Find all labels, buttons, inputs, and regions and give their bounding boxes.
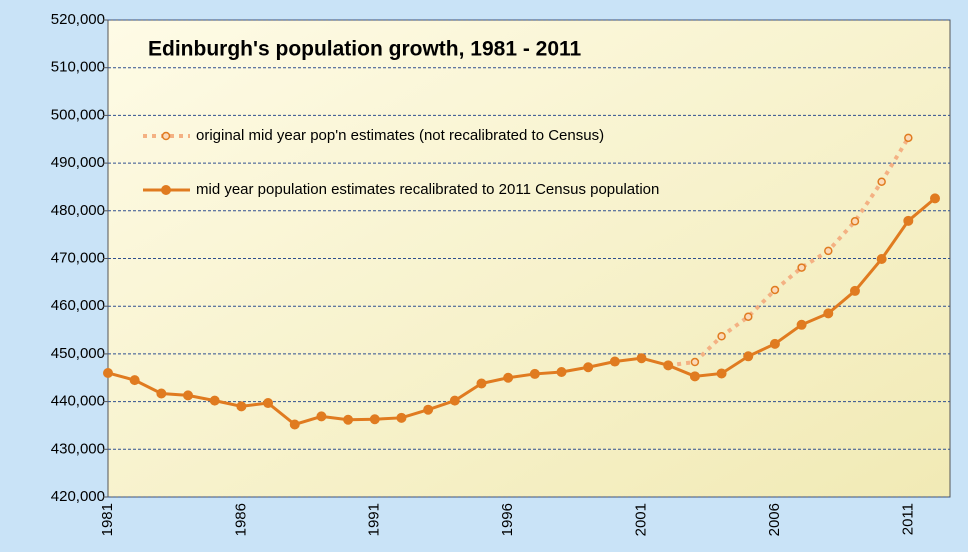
point bbox=[690, 357, 700, 367]
point bbox=[209, 395, 220, 406]
y-tick-label: 490,000 bbox=[51, 154, 105, 171]
point bbox=[503, 372, 514, 383]
point bbox=[583, 362, 594, 373]
legend-label: original mid year pop'n estimates (not r… bbox=[196, 127, 604, 144]
point bbox=[183, 390, 194, 401]
point bbox=[236, 401, 247, 412]
point bbox=[423, 404, 434, 415]
grid bbox=[108, 19, 950, 498]
y-tick-label: 520,000 bbox=[51, 11, 105, 28]
x-tick-label: 1991 bbox=[366, 503, 383, 536]
point bbox=[609, 356, 620, 367]
point bbox=[156, 388, 167, 399]
point bbox=[877, 177, 886, 186]
x-tick-label: 1996 bbox=[499, 503, 516, 536]
point bbox=[636, 353, 647, 364]
point bbox=[449, 395, 460, 406]
x-tick-label: 1986 bbox=[232, 503, 249, 536]
point bbox=[103, 367, 113, 378]
point bbox=[903, 215, 914, 226]
y-tick-label: 440,000 bbox=[51, 393, 105, 410]
point bbox=[717, 332, 726, 341]
x-tick-label: 1981 bbox=[99, 503, 116, 536]
x-tick-label: 2006 bbox=[766, 503, 783, 536]
point bbox=[129, 375, 140, 386]
point bbox=[529, 368, 540, 379]
point bbox=[769, 338, 780, 349]
point bbox=[343, 414, 354, 425]
y-tick-label: 480,000 bbox=[51, 202, 105, 219]
chart-title: Edinburgh's population growth, 1981 - 20… bbox=[148, 38, 582, 61]
point bbox=[770, 285, 780, 295]
point bbox=[850, 217, 860, 226]
y-tick-label: 430,000 bbox=[51, 440, 105, 457]
point bbox=[743, 351, 754, 362]
point bbox=[876, 253, 887, 264]
point bbox=[316, 411, 327, 422]
point bbox=[797, 263, 806, 272]
point bbox=[716, 368, 727, 379]
legend-marker bbox=[161, 185, 171, 195]
point bbox=[824, 246, 833, 256]
x-tick-label: 2011 bbox=[899, 503, 916, 535]
y-tick-label: 420,000 bbox=[51, 488, 105, 505]
y-tick-label: 460,000 bbox=[51, 297, 105, 314]
point bbox=[476, 378, 487, 389]
point bbox=[930, 193, 940, 204]
y-tick-label: 450,000 bbox=[51, 345, 105, 362]
x-tick-label: 2001 bbox=[633, 503, 650, 536]
point bbox=[689, 371, 700, 382]
point bbox=[823, 308, 834, 319]
point bbox=[289, 419, 300, 430]
y-tick-label: 500,000 bbox=[51, 106, 105, 123]
point bbox=[744, 312, 753, 321]
point bbox=[796, 319, 807, 330]
point bbox=[369, 414, 380, 425]
point bbox=[904, 133, 913, 143]
y-tick-label: 510,000 bbox=[51, 59, 105, 76]
y-tick-label: 470,000 bbox=[51, 249, 105, 266]
legend-marker bbox=[161, 131, 171, 141]
point bbox=[396, 412, 407, 423]
legend-label: mid year population estimates recalibrat… bbox=[196, 181, 659, 198]
marks bbox=[103, 133, 940, 430]
point bbox=[663, 360, 674, 371]
series-line bbox=[667, 136, 911, 368]
point bbox=[849, 285, 860, 296]
point bbox=[263, 398, 274, 409]
point bbox=[556, 367, 567, 378]
